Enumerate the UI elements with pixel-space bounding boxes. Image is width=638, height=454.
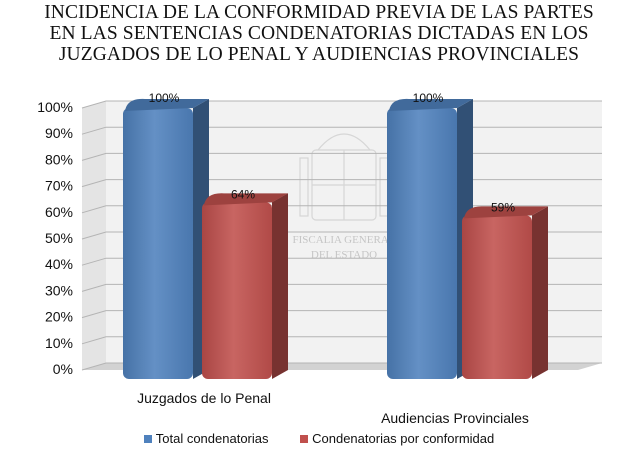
y-tick-label: 50% <box>45 230 73 246</box>
x-category-label: Audiencias Provinciales <box>381 410 529 426</box>
title-line-2: EN LAS SENTENCIAS CONDENATORIAS DICTADAS… <box>49 23 589 44</box>
data-label: 100% <box>149 91 180 105</box>
y-tick-label: 30% <box>45 282 73 298</box>
bar-front <box>123 108 193 379</box>
bar <box>462 206 548 379</box>
y-tick-label: 40% <box>45 256 73 272</box>
bar-front <box>387 108 457 379</box>
bar-top <box>464 206 548 219</box>
data-label: 59% <box>491 200 515 214</box>
bar-side <box>272 193 288 379</box>
watermark-text-line-2: DEL ESTADO <box>311 249 377 261</box>
y-tick-label: 0% <box>53 361 73 377</box>
legend-swatch-total <box>143 435 152 443</box>
legend-label-conformidad: Condenatorias por conformidad <box>312 431 495 446</box>
legend-label-total: Total condenatorias <box>155 431 269 446</box>
x-category-label: Juzgados de lo Penal <box>137 390 271 406</box>
bar-top <box>204 193 288 206</box>
bar <box>202 193 288 379</box>
bar-side <box>532 206 548 379</box>
bar-top <box>125 98 209 111</box>
bar-front <box>202 202 272 379</box>
bar <box>123 98 209 379</box>
y-tick-label: 60% <box>45 204 73 220</box>
data-labels: 100% 64% 100% 59% <box>149 91 516 214</box>
y-tick-label: 80% <box>45 151 73 167</box>
bar-front <box>462 215 532 379</box>
y-tick-label: 100% <box>37 99 73 115</box>
y-axis: 0% 10% 20% 30% 40% 50% 60% 70% 80% 90% 100% <box>37 99 73 377</box>
title-line-3: JUZGADOS DE LO PENAL Y AUDIENCIAS PROVIN… <box>58 44 580 65</box>
bar-top <box>389 98 473 111</box>
data-label: 64% <box>231 187 255 201</box>
x-axis: Juzgados de lo Penal Audiencias Provincia… <box>137 390 529 426</box>
bars <box>123 98 548 379</box>
bar <box>387 98 473 379</box>
watermark-crown <box>317 133 371 151</box>
legend-swatch-conformidad <box>300 435 309 443</box>
y-tick-label: 70% <box>45 178 73 194</box>
title-line-1: INCIDENCIA DE LA CONFORMIDAD PREVIA DE L… <box>44 2 594 23</box>
watermark-emblem <box>299 133 389 221</box>
chart-title: INCIDENCIA DE LA CONFORMIDAD PREVIA DE L… <box>0 2 638 65</box>
data-label: 100% <box>413 91 444 105</box>
y-tick-label: 10% <box>45 335 73 351</box>
legend-item-conformidad: Condenatorias por conformidad <box>300 431 494 446</box>
y-tick-label: 90% <box>45 125 73 141</box>
watermark-shield <box>311 149 377 221</box>
watermark-text-line-1: FISCALIA GENERAL <box>293 234 396 246</box>
watermark-pillar-left <box>299 157 309 217</box>
legend: Total condenatorias Condenatorias por co… <box>0 431 638 446</box>
legend-item-total: Total condenatorias <box>143 431 269 446</box>
y-tick-label: 20% <box>45 309 73 325</box>
